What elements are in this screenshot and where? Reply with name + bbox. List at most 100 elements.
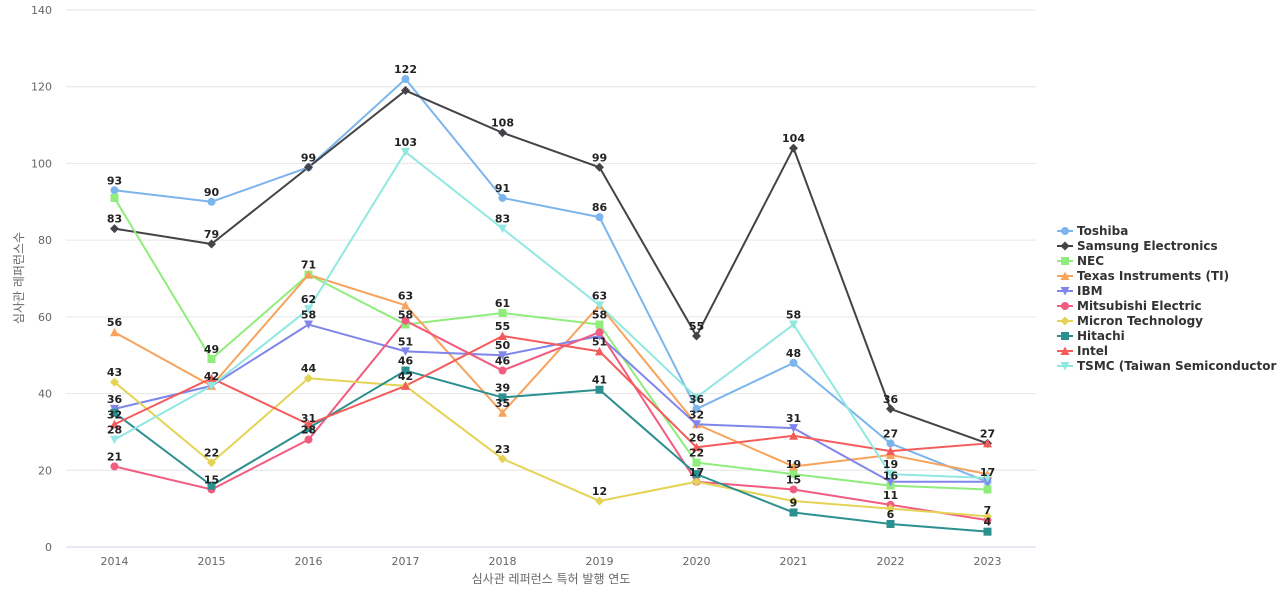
data-label: 35	[495, 397, 510, 410]
data-point	[983, 527, 992, 536]
data-label: 86	[592, 201, 608, 214]
legend-label: TSMC (Taiwan Semiconductor ...	[1077, 359, 1280, 373]
legend-item[interactable]: Samsung Electronics	[1057, 239, 1218, 253]
data-point	[110, 224, 119, 234]
series-line-5	[114, 319, 988, 522]
data-label: 15	[204, 473, 219, 486]
data-point	[304, 305, 313, 314]
y-tick-label: 120	[31, 81, 52, 94]
data-point	[401, 300, 410, 310]
legend-item[interactable]: TSMC (Taiwan Semiconductor ...	[1057, 359, 1280, 373]
y-tick-label: 40	[38, 388, 52, 401]
series-line-9	[114, 150, 988, 479]
data-label: 55	[689, 320, 704, 333]
data-label: 43	[107, 366, 122, 379]
data-label: 63	[398, 289, 413, 302]
x-tick-label: 2022	[877, 555, 905, 568]
data-label: 27	[883, 427, 898, 440]
legend-item[interactable]: Micron Technology	[1057, 314, 1203, 328]
series-line-4	[114, 323, 988, 483]
legend-item[interactable]: Mitsubishi Electric	[1057, 299, 1202, 313]
data-point	[595, 213, 604, 222]
legend-item[interactable]: Texas Instruments (TI)	[1057, 269, 1229, 283]
data-point	[207, 373, 216, 383]
legend-item[interactable]: Intel	[1057, 344, 1108, 358]
data-label: 6	[887, 508, 895, 521]
data-label: 17	[689, 466, 704, 479]
data-point	[886, 477, 895, 487]
grid-lines	[66, 9, 1036, 471]
data-point	[886, 439, 895, 448]
series-line-1	[114, 89, 988, 445]
data-point	[886, 504, 895, 514]
data-label: 56	[107, 316, 123, 329]
x-tick-label: 2014	[101, 555, 129, 568]
data-label: 51	[592, 335, 607, 348]
data-point	[207, 481, 216, 490]
data-label: 11	[883, 489, 898, 502]
data-point	[110, 193, 119, 202]
series-line-8	[114, 335, 988, 453]
legend-symbol	[1061, 332, 1069, 340]
data-point	[401, 366, 410, 375]
data-point	[983, 511, 992, 521]
legend-symbol	[1060, 346, 1070, 355]
data-point	[595, 496, 604, 506]
data-point	[886, 470, 895, 479]
data-label: 122	[394, 63, 417, 76]
data-point	[595, 162, 604, 172]
data-point	[207, 381, 216, 391]
data-label: 31	[301, 412, 316, 425]
data-label: 22	[689, 447, 704, 460]
data-label: 39	[495, 381, 510, 394]
data-point	[498, 224, 507, 234]
legend-label: Intel	[1077, 344, 1108, 358]
data-point	[110, 462, 119, 471]
data-label: 42	[204, 370, 219, 383]
data-point	[498, 366, 507, 375]
series-line-3	[114, 273, 988, 476]
legend-item[interactable]: IBM	[1057, 284, 1103, 298]
legend-item[interactable]: Toshiba	[1057, 224, 1128, 238]
data-label: 71	[301, 259, 316, 272]
data-point	[401, 381, 410, 390]
x-tick-label: 2017	[392, 555, 420, 568]
legend-label: NEC	[1077, 254, 1104, 268]
x-tick-label: 2016	[295, 555, 323, 568]
data-point	[207, 355, 216, 364]
legend-label: Samsung Electronics	[1077, 239, 1218, 253]
data-point	[983, 485, 992, 494]
data-point	[692, 458, 701, 467]
data-point	[304, 373, 313, 383]
legend-symbol	[1060, 316, 1070, 326]
legend-item[interactable]: Hitachi	[1057, 329, 1125, 343]
data-point	[304, 435, 313, 444]
data-label: 50	[495, 339, 511, 352]
data-point	[595, 346, 604, 356]
series-markers	[110, 75, 992, 536]
data-label: 108	[491, 117, 514, 130]
y-tick-label: 80	[38, 234, 52, 247]
series-line-7	[113, 369, 988, 533]
x-tick-label: 2018	[489, 555, 517, 568]
x-tick-label: 2015	[198, 555, 226, 568]
data-point	[401, 86, 410, 96]
series-line-2	[113, 197, 988, 491]
data-point	[498, 393, 507, 402]
data-point	[498, 454, 507, 464]
legend-symbol	[1060, 271, 1070, 280]
data-label: 46	[495, 355, 511, 368]
data-label: 104	[782, 132, 805, 145]
data-label: 23	[495, 443, 510, 456]
data-point	[595, 320, 604, 329]
data-label: 49	[204, 343, 219, 356]
legend-item[interactable]: NEC	[1057, 254, 1104, 268]
series-line-0	[114, 78, 988, 483]
y-tick-label: 20	[38, 464, 52, 477]
data-point	[207, 239, 216, 249]
data-point	[207, 197, 216, 206]
data-label: 103	[394, 136, 417, 149]
data-label: 79	[204, 228, 219, 241]
